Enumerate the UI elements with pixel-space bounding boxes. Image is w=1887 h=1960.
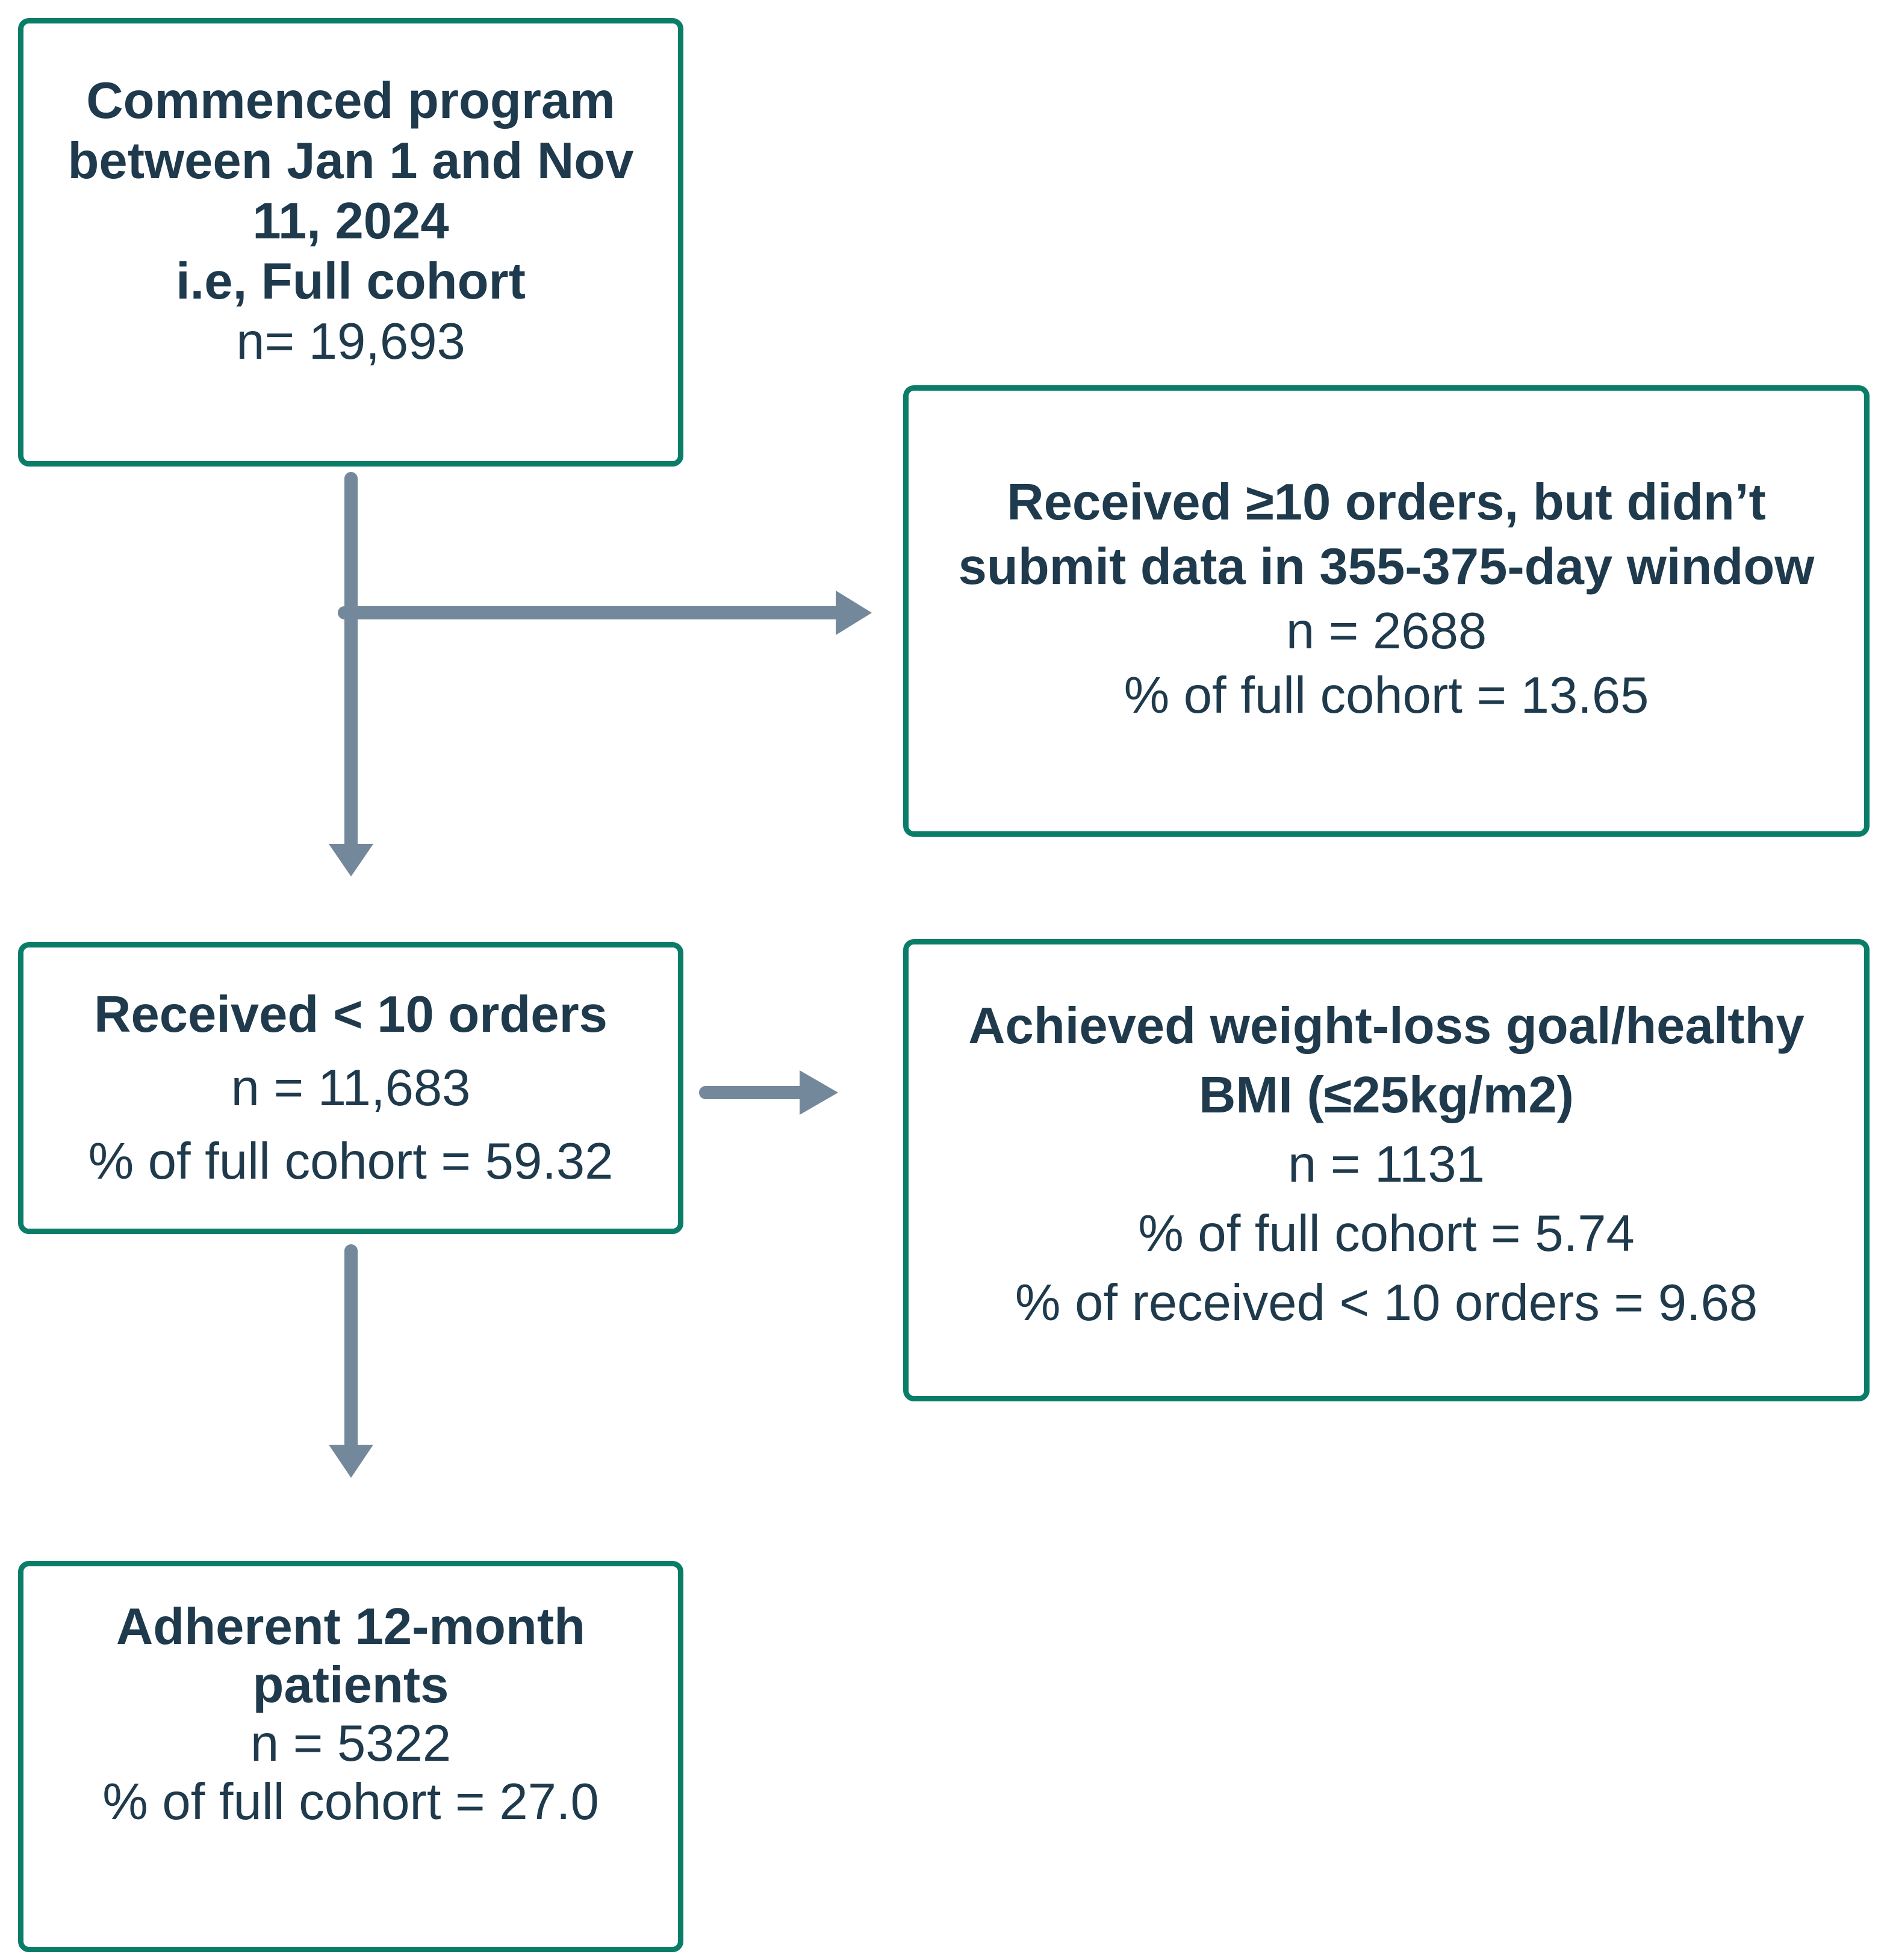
box-heading-line: BMI (≤25kg/m2)	[1199, 1066, 1574, 1124]
box-heading-line: 11, 2024	[252, 192, 449, 250]
arrow-right-icon	[800, 1070, 838, 1115]
arrow-lt10-to-adherent	[329, 1244, 373, 1478]
box-stat-line: n = 1131	[1288, 1135, 1485, 1193]
arrow-right-icon	[836, 591, 872, 635]
box-stat-line: n = 2688	[1285, 603, 1487, 660]
box-stat-line: % of full cohort = 59.32	[88, 1132, 614, 1190]
box-heading-line: submit data in 355-375-day window	[958, 538, 1815, 595]
box-heading-line: Adherent 12-month	[116, 1598, 586, 1655]
box-stat-line: % of received < 10 orders = 9.68	[1015, 1274, 1758, 1332]
arrow-down-icon	[329, 844, 373, 876]
box-stat-line: % of full cohort = 5.74	[1138, 1205, 1635, 1262]
box-heading-line: between Jan 1 and Nov	[67, 132, 634, 190]
arrow-down-icon	[329, 1445, 373, 1478]
box-heading-line: Received < 10 orders	[94, 985, 608, 1043]
box-heading-line: Commenced program	[86, 72, 615, 129]
box-full-cohort: Commenced program between Jan 1 and Nov …	[18, 18, 683, 467]
box-stat-line: n = 11,683	[231, 1059, 471, 1117]
box-weight-loss-goal: Achieved weight-loss goal/healthy BMI (≤…	[903, 939, 1870, 1401]
box-lt10-orders: Received < 10 orders n = 11,683 % of ful…	[18, 942, 683, 1234]
box-stat-line: % of full cohort = 13.65	[1124, 667, 1649, 724]
box-heading-line: Achieved weight-loss goal/healthy	[968, 997, 1805, 1055]
box-heading-line: Received ≥10 orders, but didn’t	[1007, 474, 1766, 531]
box-heading-line: i.e, Full cohort	[176, 252, 526, 310]
arrow-lt10-to-weight-loss-goal	[699, 1070, 838, 1115]
box-adherent-12month: Adherent 12-month patients n = 5322 % of…	[18, 1561, 683, 1952]
box-no-data-window: Received ≥10 orders, but didn’t submit d…	[903, 385, 1870, 837]
box-stat-line: n= 19,693	[236, 312, 465, 370]
box-stat-line: % of full cohort = 27.0	[102, 1773, 599, 1831]
arrow-full-cohort-to-lt10-orders	[329, 472, 373, 876]
box-stat-line: n = 5322	[250, 1715, 452, 1772]
arrow-branch-to-no-data-window	[338, 591, 872, 635]
box-heading-line: patients	[252, 1657, 449, 1714]
